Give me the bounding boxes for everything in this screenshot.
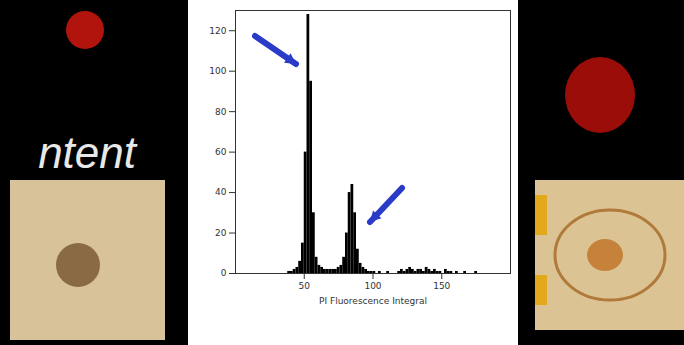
svg-text:20: 20 bbox=[215, 228, 227, 238]
svg-text:120: 120 bbox=[209, 26, 226, 36]
svg-text:40: 40 bbox=[215, 187, 227, 197]
svg-text:150: 150 bbox=[433, 281, 450, 291]
svg-text:80: 80 bbox=[215, 107, 227, 117]
svg-text:PI Fluorescence Integral: PI Fluorescence Integral bbox=[319, 296, 427, 306]
svg-text:0: 0 bbox=[221, 268, 227, 278]
svg-text:100: 100 bbox=[364, 281, 381, 291]
svg-text:60: 60 bbox=[215, 147, 227, 157]
html-text:ntent: ntent bbox=[38, 128, 136, 177]
svg-text:50: 50 bbox=[299, 281, 311, 291]
svg-text:100: 100 bbox=[209, 66, 226, 76]
